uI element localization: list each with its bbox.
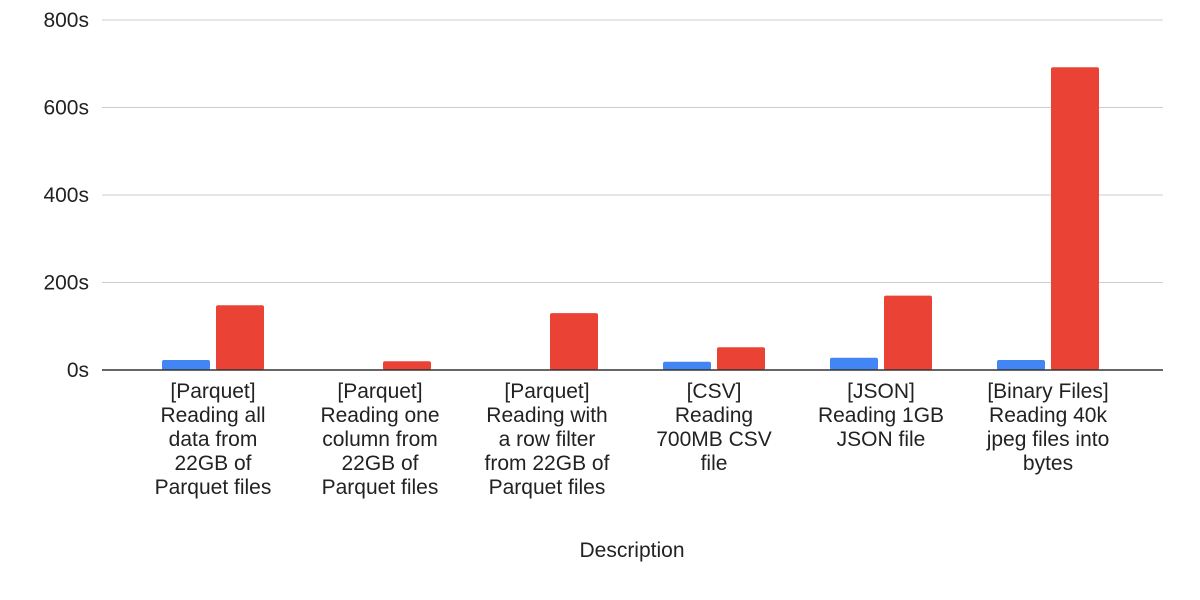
category-label-line: [Parquet] — [170, 380, 255, 403]
category-label: [Binary Files] Reading 40k jpeg files into… — [986, 380, 1110, 475]
bar-series-1 — [717, 347, 765, 370]
bar-series-0 — [162, 359, 210, 370]
category-label-line: file — [701, 452, 728, 475]
category-label-line: JSON file — [837, 428, 926, 451]
y-tick-label: 800s — [43, 9, 89, 32]
category-label-line: data from — [169, 428, 258, 451]
bar-series-0 — [830, 357, 878, 370]
category-label-line: bytes — [1023, 452, 1073, 475]
category-label-line: Reading 1GB — [818, 404, 944, 427]
category-label: [CSV] Reading 700MB CSV file — [656, 380, 772, 475]
category-label-line: Reading all — [160, 404, 265, 427]
category-label-line: Parquet files — [155, 476, 272, 499]
y-tick-label: 200s — [43, 272, 89, 295]
y-tick-label: 400s — [43, 184, 89, 207]
category-label-line: from 22GB of — [485, 452, 610, 475]
category-label-line: 700MB CSV — [656, 428, 772, 451]
x-axis-title: Description — [579, 539, 684, 562]
y-tick-label: 600s — [43, 97, 89, 120]
category-label-line: Parquet files — [489, 476, 606, 499]
category-label-line: 22GB of — [174, 452, 251, 475]
category-label-line: jpeg files into — [986, 428, 1110, 451]
category-label-line: Reading with — [486, 404, 607, 427]
bar-series-0 — [997, 359, 1045, 370]
category-label-line: Parquet files — [322, 476, 439, 499]
category-label-line: [JSON] — [847, 380, 915, 403]
category-label-line: column from — [322, 428, 438, 451]
gridlines — [102, 19, 1163, 283]
category-label-line: [Binary Files] — [987, 380, 1108, 403]
bar-series-1 — [383, 361, 431, 370]
category-label-line: Reading — [675, 404, 753, 427]
y-tick-label: 0s — [67, 359, 89, 382]
category-label-line: [Parquet] — [337, 380, 422, 403]
category-label: [Parquet] Reading with a row filter from 22… — [485, 380, 610, 499]
category-label-line: a row filter — [499, 428, 596, 451]
category-label: [Parquet] Reading one column from 22GB of Pa… — [320, 380, 439, 499]
category-label-line: Reading 40k — [989, 404, 1107, 427]
category-labels: [Parquet] Reading all data from 22GB of Parq… — [155, 380, 1110, 499]
category-label-line: 22GB of — [341, 452, 418, 475]
bar-series-0 — [663, 361, 711, 370]
category-label-line: [CSV] — [687, 380, 742, 403]
bar-series-1 — [884, 295, 932, 370]
category-label: [JSON] Reading 1GB JSON file — [818, 380, 944, 451]
bars — [162, 67, 1099, 370]
y-axis-ticks: 0s 200s 400s 600s 800s — [43, 9, 89, 382]
category-label: [Parquet] Reading all data from 22GB of Parq… — [155, 380, 272, 499]
bar-series-1 — [216, 305, 264, 370]
category-label-line: Reading one — [320, 404, 439, 427]
bar-series-1 — [550, 313, 598, 370]
bar-series-1 — [1051, 67, 1099, 370]
category-label-line: [Parquet] — [504, 380, 589, 403]
